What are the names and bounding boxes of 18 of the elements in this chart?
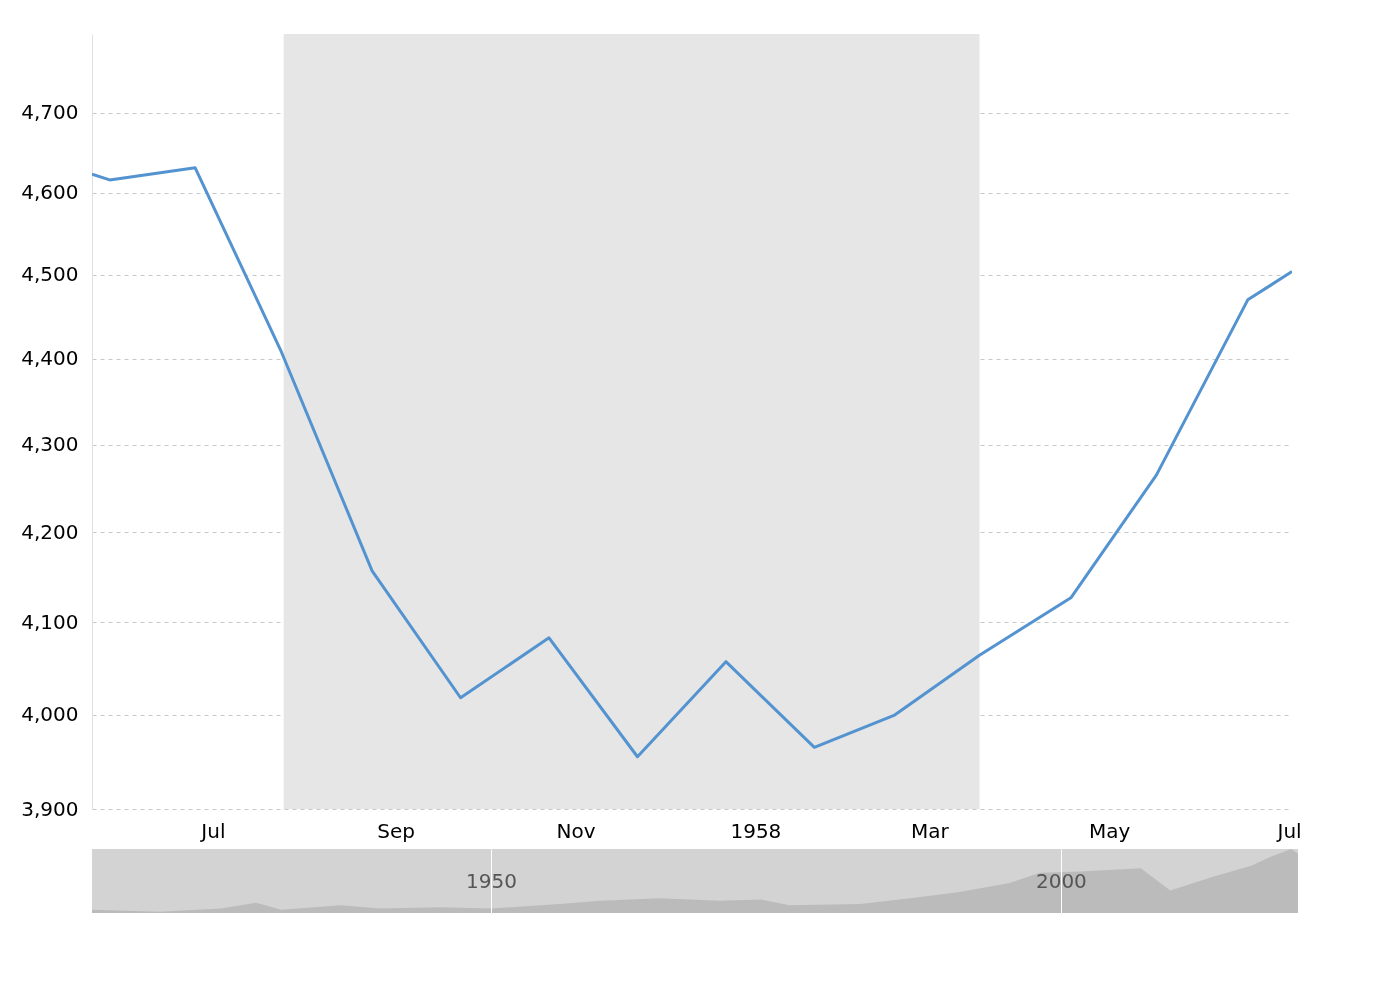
x-tick-label: Mar — [910, 818, 950, 843]
y-tick-label: 4,500 — [21, 262, 79, 287]
x-tick-label: Jul — [199, 818, 226, 843]
y-tick-label: 4,100 — [21, 609, 79, 634]
y-tick-label: 4,200 — [21, 519, 79, 544]
x-tick-label: 1950 — [466, 868, 517, 893]
x-tick-label: 1958 — [730, 818, 782, 843]
x-tick-label: Jul — [1275, 818, 1302, 843]
y-tick-label: 3,900 — [21, 796, 79, 821]
y-tick-label: 4,600 — [21, 180, 79, 205]
y-tick-label: 4,700 — [21, 100, 79, 125]
x-tick-label: May — [1089, 818, 1131, 843]
y-tick-label: 4,300 — [21, 432, 79, 457]
x-tick-label: Nov — [556, 818, 596, 843]
x-tick-label: Sep — [377, 818, 416, 843]
y-tick-label: 4,000 — [21, 702, 79, 726]
y-tick-label: 4,400 — [21, 346, 79, 371]
line-series — [92, 166, 1292, 759]
